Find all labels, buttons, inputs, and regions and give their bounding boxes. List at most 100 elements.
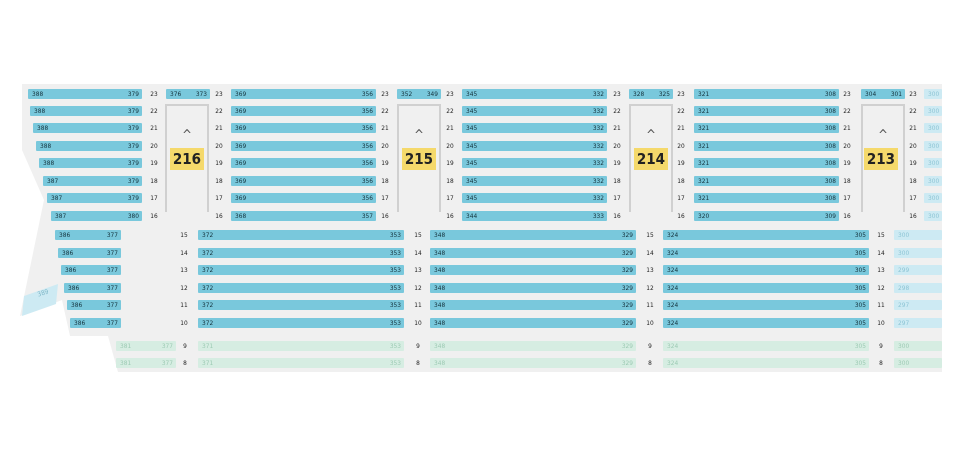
seat-block[interactable]: 386 377 [67,300,121,310]
seat-block[interactable]: 321 308 [694,193,839,203]
seat-block[interactable]: 372 353 [198,300,404,310]
seat-block[interactable]: 372 353 [198,318,404,328]
seat-range-end: 377 [106,319,118,327]
seat-block[interactable]: 300 [924,123,942,133]
seat-block[interactable]: 352 349 [397,89,441,99]
seat-block[interactable]: 387 380 [51,211,142,221]
seat-block[interactable]: 320 309 [694,211,839,221]
aisle-up-chevron-icon[interactable]: ^ [182,128,192,143]
seat-block[interactable]: 386 377 [55,230,121,240]
seat-block[interactable]: 344 333 [462,211,607,221]
seat-block[interactable]: 300 [924,106,942,116]
seat-block[interactable]: 321 308 [694,89,839,99]
seat-block[interactable]: 381 377 [116,358,176,368]
seat-block[interactable]: 348 329 [430,300,636,310]
seat-block[interactable]: 324 305 [663,283,869,293]
seat-block[interactable]: 386 377 [58,248,121,258]
seat-block[interactable]: 372 353 [198,248,404,258]
seat-block[interactable]: 300 [894,230,942,240]
seat-block[interactable]: 386 377 [70,318,121,328]
seat-block[interactable]: 324 305 [663,358,869,368]
seat-block[interactable]: 371 353 [198,358,404,368]
seat-block[interactable]: 300 [924,211,942,221]
seat-block[interactable]: 324 305 [663,265,869,275]
seat-block[interactable]: 348 329 [430,248,636,258]
section-badge-213[interactable]: 213 [864,148,898,170]
seat-block[interactable]: 388 379 [36,141,142,151]
seat-block[interactable]: 321 308 [694,158,839,168]
seat-block[interactable]: 297 [894,300,942,310]
aisle-up-chevron-icon[interactable]: ^ [414,128,424,143]
seat-block[interactable]: 324 305 [663,318,869,328]
seat-block[interactable]: 300 [894,358,942,368]
seat-block[interactable]: 300 [924,89,942,99]
seat-block[interactable]: 388 379 [28,89,142,99]
seat-block[interactable]: 298 [894,283,942,293]
seat-block[interactable]: 300 [924,176,942,186]
section-badge-215[interactable]: 215 [402,148,436,170]
seat-block[interactable]: 300 [924,141,942,151]
seat-block[interactable]: 348 329 [430,265,636,275]
seat-block[interactable]: 345 332 [462,106,607,116]
seat-block[interactable]: 376 373 [166,89,210,99]
seat-block[interactable]: 345 332 [462,89,607,99]
seat-block[interactable]: 372 353 [198,283,404,293]
seat-block[interactable]: 369 356 [231,158,376,168]
seat-block[interactable]: 348 329 [430,341,636,351]
seat-block[interactable]: 369 356 [231,176,376,186]
section-badge-216[interactable]: 216 [170,148,204,170]
seat-block[interactable]: 369 356 [231,89,376,99]
aisle-up-chevron-icon[interactable]: ^ [646,128,656,143]
seat-block[interactable]: 387 379 [47,193,142,203]
row-number: 20 [150,142,158,150]
seat-block[interactable]: 300 [924,193,942,203]
side-section[interactable] [22,284,58,316]
aisle-up-chevron-icon[interactable]: ^ [878,128,888,143]
seat-range-start: 324 [667,301,679,309]
seat-range-start: 388 [43,159,55,167]
seat-block[interactable]: 321 308 [694,123,839,133]
seat-block[interactable]: 368 357 [231,211,376,221]
seat-block[interactable]: 371 353 [198,341,404,351]
seat-block[interactable]: 348 329 [430,358,636,368]
section-badge-214[interactable]: 214 [634,148,668,170]
row-number: 18 [150,177,158,185]
seat-block[interactable]: 369 356 [231,106,376,116]
seat-block[interactable]: 299 [894,265,942,275]
seat-block[interactable]: 300 [894,248,942,258]
seat-block[interactable]: 324 305 [663,341,869,351]
seat-block[interactable]: 345 332 [462,176,607,186]
seat-block[interactable]: 328 325 [629,89,673,99]
seat-block[interactable]: 386 377 [61,265,121,275]
seat-block[interactable]: 324 305 [663,230,869,240]
seat-block[interactable]: 387 379 [43,176,142,186]
seat-block[interactable]: 321 308 [694,141,839,151]
seat-block[interactable]: 348 329 [430,318,636,328]
seat-block[interactable]: 369 356 [231,193,376,203]
seat-block[interactable]: 381 377 [116,341,176,351]
row-number: 10 [646,319,654,327]
seat-range-start: 348 [434,266,446,274]
seat-block[interactable]: 388 379 [39,158,142,168]
seat-block[interactable]: 304 301 [861,89,905,99]
seat-block[interactable]: 321 308 [694,106,839,116]
seat-block[interactable]: 372 353 [198,265,404,275]
seat-block[interactable]: 300 [894,341,942,351]
seat-block[interactable]: 345 332 [462,193,607,203]
seat-block[interactable]: 321 308 [694,176,839,186]
seat-block[interactable]: 388 379 [30,106,142,116]
seat-block[interactable]: 388 379 [33,123,142,133]
seat-block[interactable]: 372 353 [198,230,404,240]
seat-block[interactable]: 369 356 [231,141,376,151]
seat-block[interactable]: 345 332 [462,141,607,151]
seat-block[interactable]: 300 [924,158,942,168]
seat-block[interactable]: 297 [894,318,942,328]
seat-block[interactable]: 369 356 [231,123,376,133]
seat-block[interactable]: 345 332 [462,123,607,133]
seat-block[interactable]: 324 305 [663,248,869,258]
seat-block[interactable]: 324 305 [663,300,869,310]
seat-block[interactable]: 386 377 [64,283,121,293]
seat-block[interactable]: 348 329 [430,230,636,240]
seat-block[interactable]: 345 332 [462,158,607,168]
seat-block[interactable]: 348 329 [430,283,636,293]
